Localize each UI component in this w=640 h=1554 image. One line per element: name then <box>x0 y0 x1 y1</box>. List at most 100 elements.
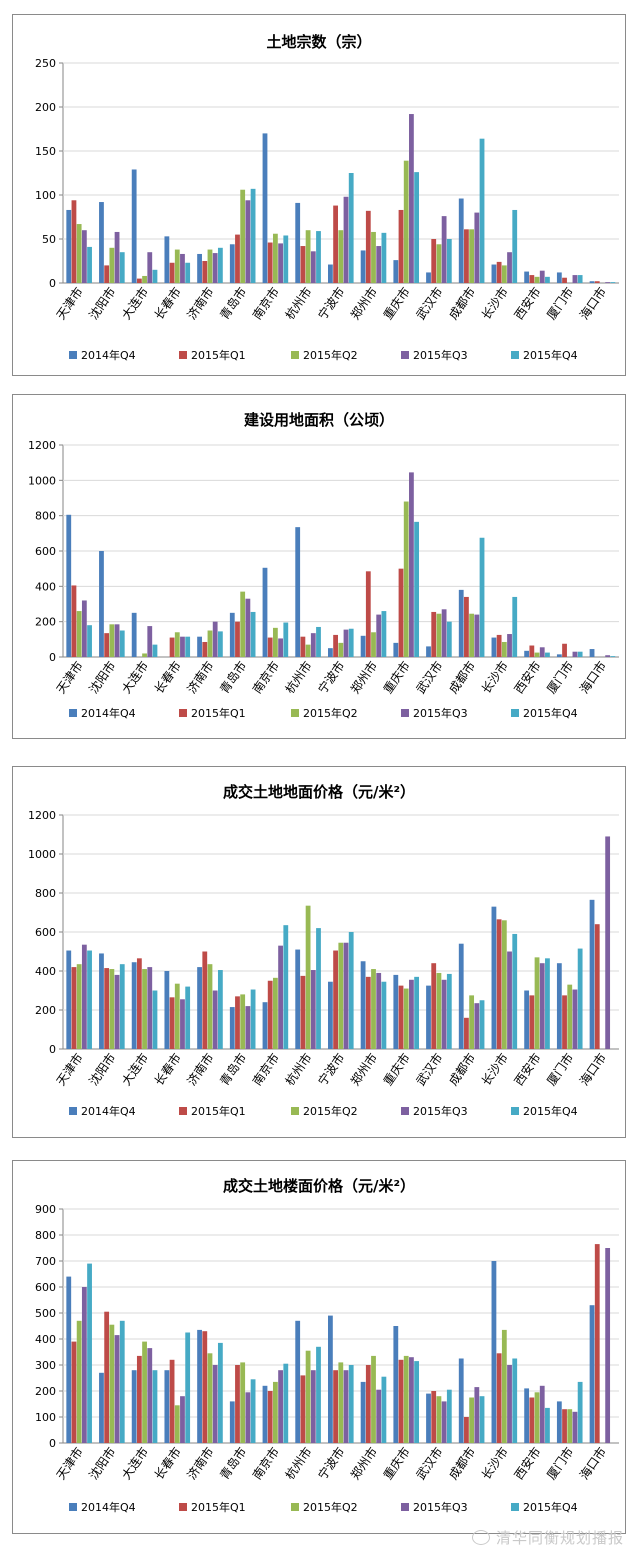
bar-2-长春市 <box>169 997 175 1049</box>
bar-3-成都市 <box>469 1397 475 1443</box>
legend-item: 2015年Q4 <box>511 706 578 720</box>
bar-5-南京市 <box>283 622 289 657</box>
category-label: 西安市 <box>511 1444 544 1482</box>
bar-4-杭州市 <box>310 970 316 1049</box>
bar-1-成都市 <box>458 943 464 1049</box>
bar-5-武汉市 <box>446 973 452 1049</box>
category-label: 郑州市 <box>347 1050 380 1088</box>
bar-3-长春市 <box>174 249 180 283</box>
bar-4-大连市 <box>147 967 153 1049</box>
bar-5-重庆市 <box>414 976 420 1049</box>
bar-3-重庆市 <box>403 160 409 283</box>
bar-2-南京市 <box>267 1391 273 1443</box>
bar-3-杭州市 <box>305 905 311 1049</box>
category-label: 海口市 <box>576 1444 609 1482</box>
bar-1-西安市 <box>524 990 530 1049</box>
y-tick-label: 600 <box>35 545 56 558</box>
bar-1-杭州市 <box>295 202 301 283</box>
bar-1-青岛市 <box>229 1401 235 1443</box>
bar-5-大连市 <box>152 1370 158 1443</box>
bar-2-南京市 <box>267 242 273 283</box>
bar-4-南京市 <box>278 638 283 657</box>
bar-5-沈阳市 <box>119 252 125 283</box>
category-label: 长春市 <box>151 1444 184 1482</box>
bar-1-武汉市 <box>426 1393 431 1443</box>
category-label: 大连市 <box>118 658 151 696</box>
bar-5-重庆市 <box>414 172 420 283</box>
bar-1-厦门市 <box>556 272 562 283</box>
bar-1-沈阳市 <box>99 202 104 283</box>
bar-2-重庆市 <box>398 985 404 1049</box>
bar-5-沈阳市 <box>119 1320 125 1443</box>
bar-3-郑州市 <box>371 1355 376 1443</box>
bar-1-宁波市 <box>328 264 333 283</box>
legend-label: 2015年Q2 <box>303 1500 358 1514</box>
legend-label: 2015年Q3 <box>413 1500 468 1514</box>
bar-2-杭州市 <box>300 636 306 657</box>
bar-5-长沙市 <box>512 209 518 283</box>
legend-label: 2015年Q4 <box>523 1104 578 1118</box>
bar-3-郑州市 <box>371 231 376 283</box>
bar-5-杭州市 <box>316 1346 321 1443</box>
bar-4-武汉市 <box>441 979 447 1049</box>
bar-4-青岛市 <box>245 1006 251 1049</box>
y-tick-label: 200 <box>35 616 56 629</box>
bar-4-济南市 <box>212 1365 218 1443</box>
bar-5-青岛市 <box>250 188 256 283</box>
legend-label: 2015年Q4 <box>523 706 578 720</box>
legend-swatch <box>511 1107 519 1115</box>
bar-4-杭州市 <box>310 633 316 657</box>
bar-2-杭州市 <box>300 975 306 1049</box>
bar-4-宁波市 <box>343 1370 349 1443</box>
bar-1-青岛市 <box>229 244 235 283</box>
bar-5-杭州市 <box>316 626 321 657</box>
legend-item: 2015年Q4 <box>511 1500 578 1514</box>
bar-5-厦门市 <box>577 651 583 657</box>
legend-item: 2015年Q2 <box>291 348 358 362</box>
bar-2-杭州市 <box>300 246 306 283</box>
bar-1-海口市 <box>589 281 595 283</box>
legend-swatch <box>401 351 409 359</box>
bar-3-杭州市 <box>305 1350 311 1443</box>
chart-panel-floor-price: 成交土地楼面价格（元/米²） 0 100 200 300 400 500 600 700 800 9… <box>12 1160 626 1534</box>
bar-4-长沙市 <box>507 252 512 283</box>
bar-2-西安市 <box>529 1397 535 1443</box>
bar-4-海口市 <box>605 836 611 1049</box>
bar-1-西安市 <box>524 271 530 283</box>
legend-swatch <box>511 1503 519 1511</box>
bar-4-沈阳市 <box>114 1335 120 1443</box>
bar-5-西安市 <box>545 276 550 283</box>
bar-5-天津市 <box>87 950 92 1049</box>
legend-swatch <box>291 351 299 359</box>
category-label: 郑州市 <box>347 1444 380 1482</box>
bar-1-南京市 <box>262 1385 268 1443</box>
bar-1-宁波市 <box>328 981 333 1049</box>
y-tick-label: 200 <box>35 1385 56 1398</box>
bar-3-南京市 <box>272 233 278 283</box>
legend-item: 2015年Q1 <box>179 348 246 362</box>
category-label: 成都市 <box>445 284 478 322</box>
y-tick-label: 0 <box>49 277 56 290</box>
bar-3-郑州市 <box>371 632 376 657</box>
category-label: 大连市 <box>118 284 151 322</box>
bar-4-海口市 <box>605 1248 611 1443</box>
category-label: 宁波市 <box>315 284 348 322</box>
y-tick-label: 200 <box>35 101 56 114</box>
bar-3-宁波市 <box>338 942 344 1049</box>
bar-5-长沙市 <box>512 933 518 1049</box>
bar-2-大连市 <box>136 1355 142 1443</box>
bar-4-重庆市 <box>409 979 414 1049</box>
bar-5-济南市 <box>217 970 223 1049</box>
y-tick-label: 0 <box>49 651 56 664</box>
bar-2-南京市 <box>267 980 273 1049</box>
bar-5-成都市 <box>479 1000 485 1049</box>
bar-4-天津市 <box>81 944 87 1049</box>
bar-5-青岛市 <box>250 1379 256 1443</box>
y-tick-label: 500 <box>35 1307 56 1320</box>
bar-4-厦门市 <box>572 651 578 657</box>
bar-3-杭州市 <box>305 644 311 657</box>
y-tick-label: 900 <box>35 1203 56 1216</box>
bar-2-青岛市 <box>235 621 240 657</box>
bar-4-西安市 <box>539 270 545 283</box>
legend-label: 2015年Q1 <box>191 1500 246 1514</box>
